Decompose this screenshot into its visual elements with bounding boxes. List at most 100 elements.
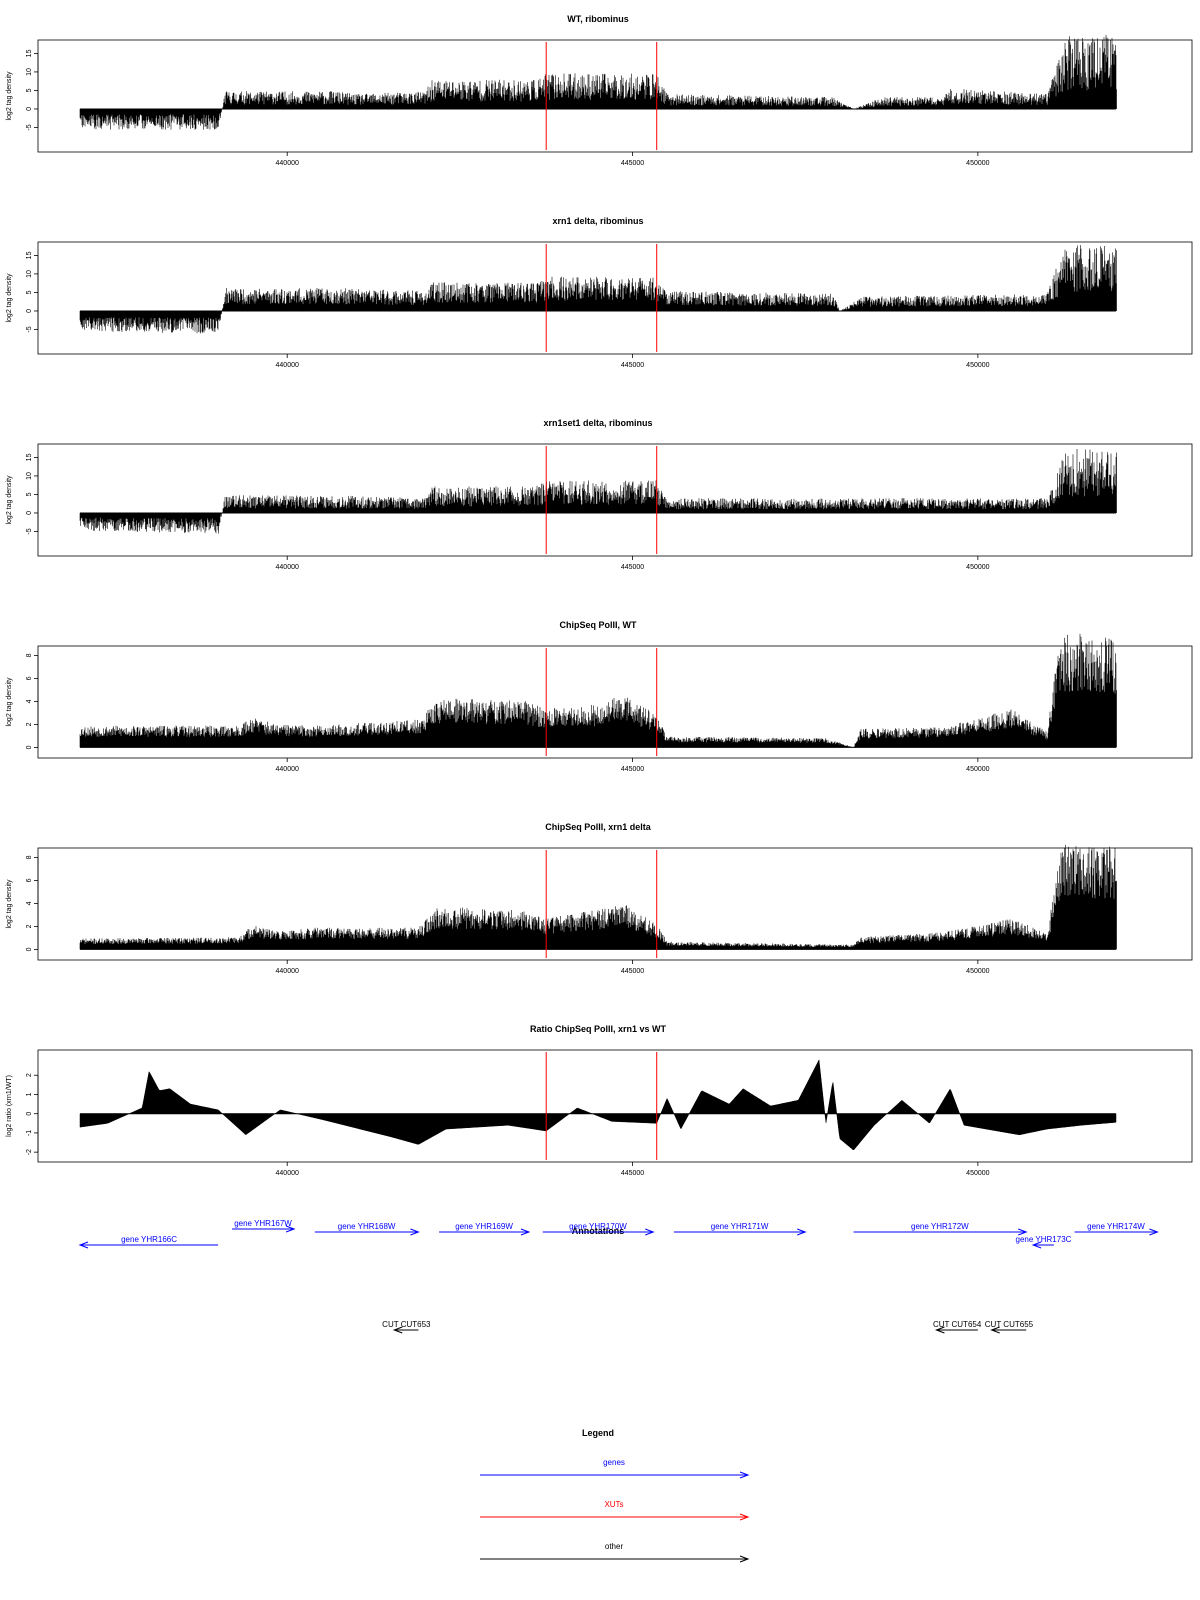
panel-ratio-chipseq: Ratio ChipSeq PolII, xrn1 vs WT log2 rat… (6, 1024, 1193, 1177)
y-axis-label: log2 tag density (6, 677, 13, 727)
panel-title: ChipSeq PolII, WT (560, 620, 637, 630)
x-tick-label: 450000 (966, 362, 989, 369)
x-tick-label: 450000 (966, 1170, 989, 1177)
signal-bars (79, 844, 1117, 950)
y-tick-label: 5 (26, 492, 33, 496)
y-tick-label: 10 (26, 472, 33, 480)
y-tick-label: 2 (26, 924, 33, 928)
x-tick-label: 440000 (276, 564, 299, 571)
cut-label: CUT CUT655 (985, 1320, 1034, 1329)
cut-label: CUT CUT654 (933, 1320, 982, 1329)
y-tick-label: -5 (26, 528, 33, 534)
gene-arrow: gene YHR171W (673, 1222, 807, 1236)
gene-label: gene YHR169W (455, 1222, 513, 1231)
panel-wt-ribominus: WT, ribominus log2 tag density -5 0 5 10 15 4… (6, 14, 1193, 167)
y-tick-label: 0 (26, 309, 33, 313)
gene-arrow: gene YHR173C (1016, 1235, 1072, 1249)
gene-arrow: gene YHR170W (542, 1222, 655, 1236)
x-tick-label: 450000 (966, 160, 989, 167)
gene-label: gene YHR167W (234, 1219, 292, 1228)
x-tick-label: 440000 (276, 1170, 299, 1177)
cut-label: CUT CUT653 (382, 1320, 431, 1329)
gene-arrow: gene YHR166C (78, 1235, 219, 1249)
plot-frame (37, 1049, 1193, 1163)
y-tick-label: 10 (26, 68, 33, 76)
gene-label: gene YHR171W (711, 1222, 769, 1231)
x-tick-label: 450000 (966, 766, 989, 773)
y-tick-label: 2 (26, 722, 33, 726)
panel-title: xrn1 delta, ribominus (552, 216, 643, 226)
y-tick-label: 1 (26, 1092, 33, 1096)
plot-area (79, 844, 1117, 958)
gene-arrow: gene YHR169W (439, 1222, 531, 1236)
legend-item-xuts: XUTs (480, 1500, 750, 1521)
gene-label: gene YHR168W (338, 1222, 396, 1231)
y-tick-label: -1 (26, 1130, 33, 1136)
plot-area (79, 34, 1117, 150)
y-tick-label: 8 (26, 855, 33, 859)
y-tick-label: 6 (26, 676, 33, 680)
y-tick-label: 4 (26, 901, 33, 905)
plot-area (79, 1052, 1117, 1160)
y-tick-label: 6 (26, 878, 33, 882)
signal-bars (79, 633, 1117, 748)
y-axis-label: log2 tag density (6, 879, 13, 929)
y-tick-label: 4 (26, 699, 33, 703)
legend-title: Legend (582, 1428, 614, 1438)
plot-area (79, 633, 1117, 756)
x-tick-label: 445000 (621, 968, 644, 975)
panel-chipseq-xrn1-delta: ChipSeq PolII, xrn1 delta log2 tag densi… (6, 822, 1193, 975)
gene-arrow: gene YHR167W (231, 1219, 296, 1233)
x-tick-label: 445000 (621, 362, 644, 369)
legend-label: genes (603, 1458, 625, 1467)
ratio-area (79, 1059, 1117, 1151)
signal-bars (79, 34, 1117, 130)
signal-bars (79, 449, 1117, 534)
y-tick-label: -2 (26, 1149, 33, 1155)
y-tick-label: 15 (26, 453, 33, 461)
x-tick-label: 450000 (966, 564, 989, 571)
x-tick-label: 440000 (276, 766, 299, 773)
panel-title: Ratio ChipSeq PolII, xrn1 vs WT (530, 1024, 667, 1034)
annotations-area: gene YHR166C gene YHR167W gene YHR168W gene… (78, 1219, 1159, 1334)
signal-bars (79, 245, 1117, 334)
gene-label: gene YHR173C (1016, 1235, 1072, 1244)
legend-area: genes XUTs other (480, 1458, 750, 1563)
panel-chipseq-wt: ChipSeq PolII, WT log2 tag density 0 2 4 6 8… (6, 620, 1193, 773)
y-axis-label: log2 tag density (6, 71, 13, 121)
gene-arrow: gene YHR168W (314, 1222, 420, 1236)
legend: Legend genes XUTs other (480, 1428, 750, 1563)
panel-title: WT, ribominus (567, 14, 629, 24)
panel-title: xrn1set1 delta, ribominus (543, 418, 652, 428)
legend-item-other: other (480, 1542, 750, 1563)
x-tick-label: 445000 (621, 766, 644, 773)
x-tick-label: 440000 (276, 968, 299, 975)
y-axis-label: log2 tag density (6, 475, 13, 525)
panel-title: ChipSeq PolII, xrn1 delta (545, 822, 652, 832)
panel-xrn1set1-delta-ribominus: xrn1set1 delta, ribominus log2 tag densi… (6, 418, 1193, 571)
cut-arrow: CUT CUT653 (382, 1320, 431, 1334)
y-tick-label: 0 (26, 107, 33, 111)
legend-item-genes: genes (480, 1458, 750, 1479)
y-tick-label: 0 (26, 511, 33, 515)
gene-arrow: gene YHR172W (853, 1222, 1028, 1236)
y-tick-label: 5 (26, 88, 33, 92)
plot-area (79, 244, 1117, 352)
gene-label: gene YHR170W (569, 1222, 627, 1231)
y-tick-label: 15 (26, 49, 33, 57)
y-tick-label: 8 (26, 653, 33, 657)
x-tick-label: 445000 (621, 160, 644, 167)
y-tick-label: 0 (26, 1112, 33, 1116)
legend-label: XUTs (604, 1500, 623, 1509)
gene-label: gene YHR174W (1087, 1222, 1145, 1231)
gene-arrow: gene YHR174W (1074, 1222, 1159, 1236)
y-tick-label: -5 (26, 124, 33, 130)
y-tick-label: 0 (26, 745, 33, 749)
annotations-title: Annotations (572, 1226, 625, 1236)
y-tick-label: 0 (26, 947, 33, 951)
y-tick-label: 15 (26, 251, 33, 259)
y-tick-label: 2 (26, 1073, 33, 1077)
plot-area (79, 446, 1117, 554)
